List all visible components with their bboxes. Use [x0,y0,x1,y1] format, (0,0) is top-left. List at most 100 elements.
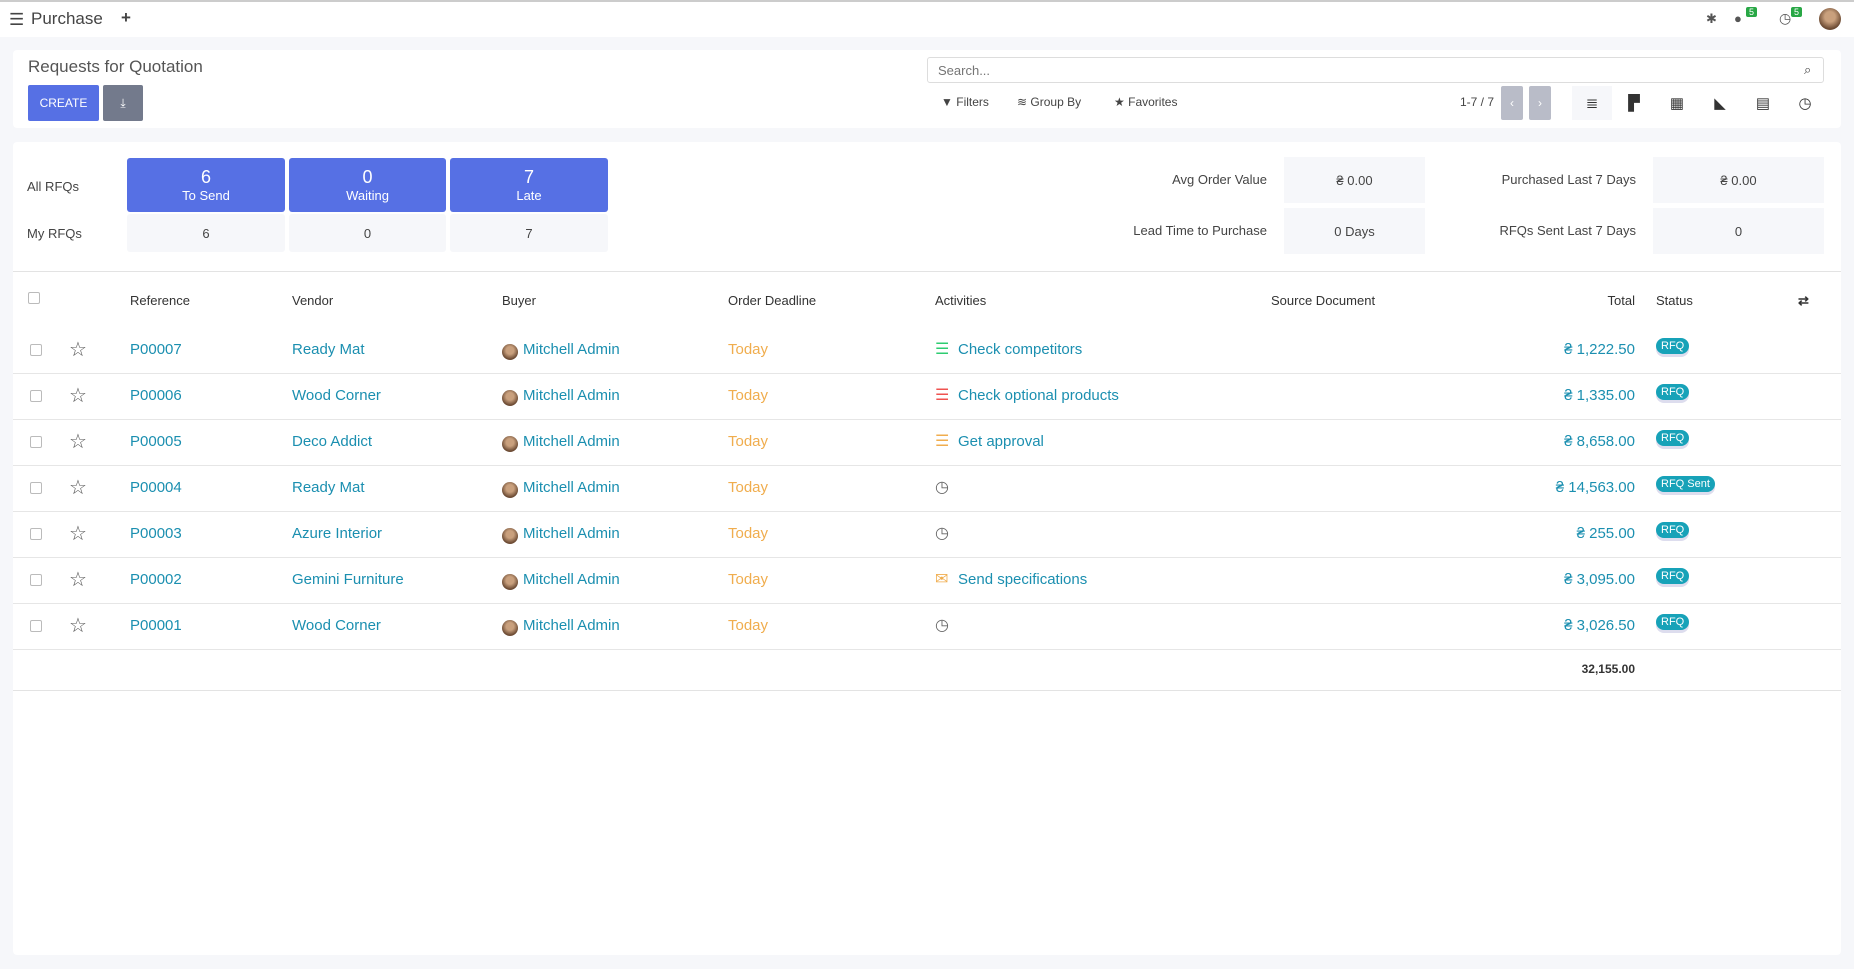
table-row[interactable]: ☆ P00005 Deco Addict Mitchell Admin Toda… [13,420,1841,466]
tile-mine-0[interactable]: 6 [127,214,285,252]
vendor[interactable]: Azure Interior [292,525,383,542]
new-tab-icon[interactable]: + [121,8,131,27]
favorite-star-icon[interactable]: ☆ [69,385,87,407]
pager-previous-button[interactable]: ‹ [1501,86,1523,120]
row-checkbox[interactable] [30,390,42,402]
activity-tasks-red-icon[interactable]: ☰ [935,387,950,404]
activity-tasks-green-icon[interactable]: ☰ [935,341,950,358]
buyer[interactable]: Mitchell Admin [523,387,620,404]
favorite-star-icon[interactable]: ☆ [69,477,87,499]
table-row[interactable]: ☆ P00004 Ready Mat Mitchell Admin Today … [13,466,1841,512]
table-row[interactable]: ☆ P00001 Wood Corner Mitchell Admin Toda… [13,604,1841,650]
favorite-star-icon[interactable]: ☆ [69,615,87,637]
table-row[interactable]: ☆ P00002 Gemini Furniture Mitchell Admin… [13,558,1841,604]
stat-value[interactable]: ₴ 0.00 [1653,157,1824,203]
header-vendor[interactable]: Vendor [292,293,334,308]
table-row[interactable]: ☆ P00007 Ready Mat Mitchell Admin Today … [13,328,1841,374]
download-button[interactable]: ⤓ [103,85,143,121]
order-deadline: Today [728,433,769,450]
menu-icon[interactable]: ☰ [9,10,25,29]
pager-value[interactable]: 1-7 / 7 [1460,95,1495,109]
buyer[interactable]: Mitchell Admin [523,341,620,358]
header-order-deadline[interactable]: Order Deadline [728,293,817,308]
tile-mine-1[interactable]: 0 [289,214,446,252]
row-checkbox[interactable] [30,528,42,540]
reference[interactable]: P00007 [130,341,182,358]
list-view-button[interactable]: ≣ [1572,86,1612,120]
row-checkbox[interactable] [30,620,42,632]
pivot-view-button[interactable]: ▦ [1657,86,1697,120]
vendor[interactable]: Deco Addict [292,433,373,450]
buyer[interactable]: Mitchell Admin [523,525,620,542]
activity-tasks-orange-icon[interactable]: ☰ [935,433,950,450]
user-avatar[interactable] [1819,8,1841,30]
search-input[interactable] [927,57,1824,83]
header-reference[interactable]: Reference [130,293,190,308]
header-buyer[interactable]: Buyer [502,293,536,308]
favorite-star-icon[interactable]: ☆ [69,431,87,453]
activity-clock-icon[interactable]: ◷ [935,617,949,634]
tile-all-2[interactable]: 7 Late [450,158,608,212]
reference[interactable]: P00006 [130,387,182,404]
layers-icon: ≋ [1017,95,1028,109]
stat-value[interactable]: 0 Days [1284,208,1425,254]
debug-icon[interactable]: ✱ [1706,11,1717,26]
group-by-button[interactable]: ≋ Group By [1017,95,1081,109]
vendor[interactable]: Wood Corner [292,617,381,634]
chat-icon[interactable]: ● [1734,11,1742,26]
stat-value[interactable]: ₴ 0.00 [1284,157,1425,203]
header-source-document[interactable]: Source Document [1271,293,1376,308]
reference[interactable]: P00004 [130,479,182,496]
buyer[interactable]: Mitchell Admin [523,571,620,588]
tile-all-1[interactable]: 0 Waiting [289,158,446,212]
buyer[interactable]: Mitchell Admin [523,617,620,634]
tile-all-0[interactable]: 6 To Send [127,158,285,212]
row-checkbox[interactable] [30,574,42,586]
activity-summary[interactable]: Get approval [958,433,1044,450]
graph-view-button[interactable]: ◣ [1700,86,1740,120]
create-button[interactable]: CREATE [28,85,99,121]
activity-clock-icon[interactable]: ◷ [1779,10,1792,26]
table-row[interactable]: ☆ P00003 Azure Interior Mitchell Admin T… [13,512,1841,558]
activity-summary[interactable]: Send specifications [958,571,1088,588]
vendor[interactable]: Gemini Furniture [292,571,404,588]
favorite-star-icon[interactable]: ☆ [69,569,87,591]
vendor[interactable]: Ready Mat [292,341,365,358]
row-checkbox[interactable] [30,436,42,448]
reference[interactable]: P00001 [130,617,182,634]
header-activities[interactable]: Activities [935,293,987,308]
kanban-view-button[interactable]: ▛ [1614,86,1654,120]
all-rfqs-label: All RFQs [27,179,79,194]
activity-summary[interactable]: Check competitors [958,341,1083,358]
favorites-button[interactable]: ★ Favorites [1114,95,1177,109]
calendar-view-button[interactable]: ▤ [1743,86,1783,120]
activity-summary[interactable]: Check optional products [958,387,1119,404]
buyer[interactable]: Mitchell Admin [523,479,620,496]
search-icon[interactable]: ⌕ [1804,62,1812,77]
favorite-star-icon[interactable]: ☆ [69,523,87,545]
activity-clock-icon[interactable]: ◷ [935,525,949,542]
favorite-star-icon[interactable]: ☆ [69,339,87,361]
activity-clock-icon[interactable]: ◷ [935,479,949,496]
pager-next-button[interactable]: › [1529,86,1551,120]
total: ₴ 3,095.00 [1564,571,1635,588]
activity-view-button[interactable]: ◷ [1785,86,1825,120]
activity-envelope-orange-icon[interactable]: ✉ [935,571,949,588]
reference[interactable]: P00003 [130,525,182,542]
row-checkbox[interactable] [30,344,42,356]
tile-mine-2[interactable]: 7 [450,214,608,252]
stat-value[interactable]: 0 [1653,208,1824,254]
vendor[interactable]: Wood Corner [292,387,381,404]
table-row[interactable]: ☆ P00006 Wood Corner Mitchell Admin Toda… [13,374,1841,420]
app-title[interactable]: Purchase [31,9,103,28]
reference[interactable]: P00002 [130,571,182,588]
row-checkbox[interactable] [30,482,42,494]
optional-columns-icon[interactable]: ⇄ [1798,293,1809,308]
reference[interactable]: P00005 [130,433,182,450]
header-total[interactable]: Total [1607,293,1635,308]
buyer[interactable]: Mitchell Admin [523,433,620,450]
filters-button[interactable]: ▼ Filters [941,95,989,109]
header-status[interactable]: Status [1656,293,1693,308]
select-all-checkbox[interactable] [28,292,40,304]
vendor[interactable]: Ready Mat [292,479,365,496]
